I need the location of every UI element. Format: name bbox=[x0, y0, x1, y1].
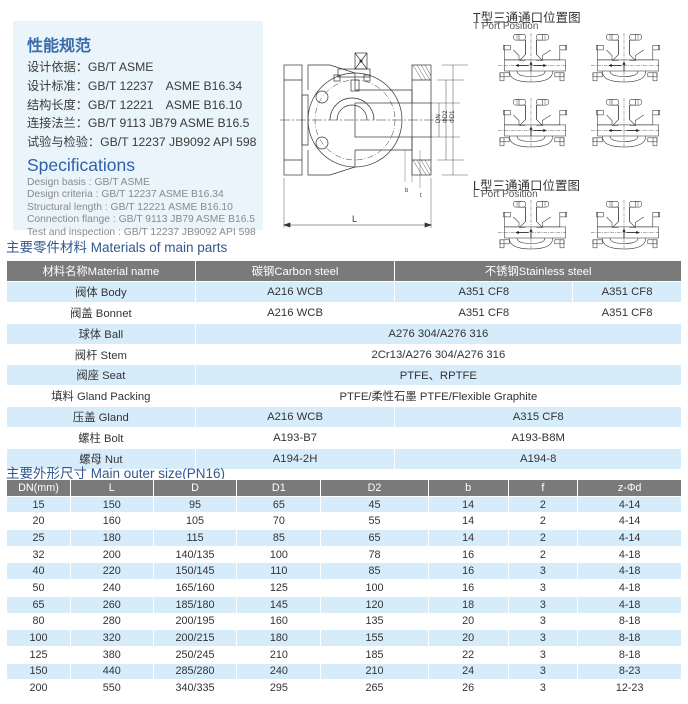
svg-text:t: t bbox=[420, 193, 422, 199]
svg-text:ΦD2: ΦD2 bbox=[443, 110, 449, 123]
svg-text:L: L bbox=[352, 214, 357, 224]
svg-text:DN: DN bbox=[436, 114, 442, 123]
svg-text:ΦD1: ΦD1 bbox=[450, 110, 456, 123]
svg-text:b: b bbox=[405, 188, 409, 194]
